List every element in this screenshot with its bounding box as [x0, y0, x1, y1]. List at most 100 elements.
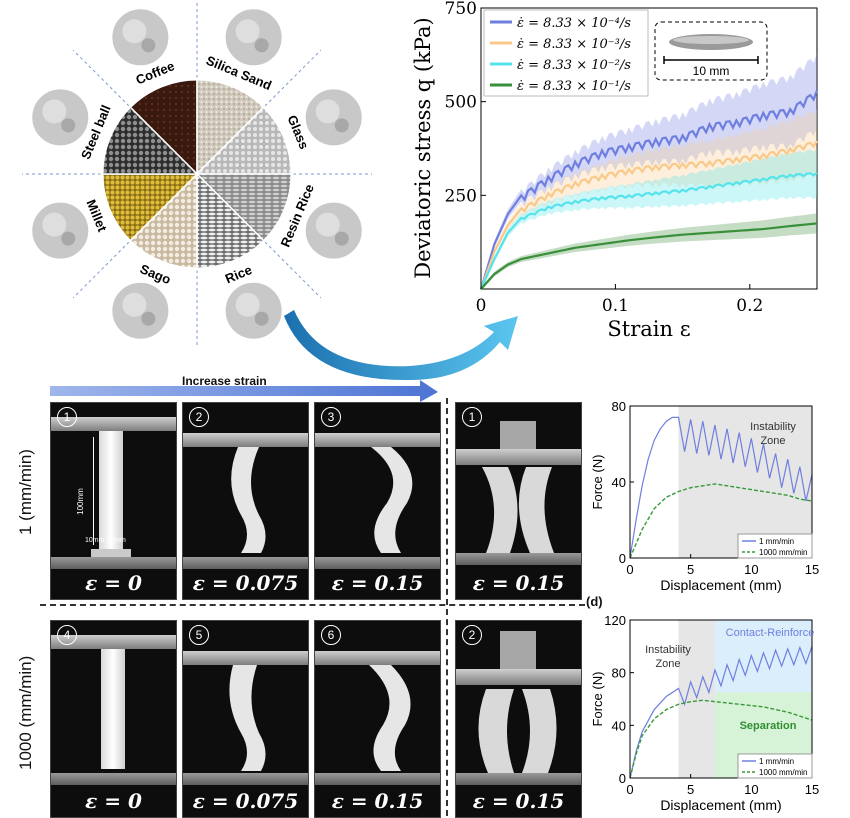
- strain-label: ε = 0.075: [192, 789, 299, 813]
- x-tick-label: 15: [805, 562, 819, 577]
- strain-label: ε = 0.15: [331, 789, 424, 813]
- y-tick-label: 120: [604, 613, 626, 628]
- photo-step-6: 6 ε = 0.15: [314, 620, 441, 818]
- y-tick-label: 0: [619, 551, 626, 566]
- y-tick-label: 80: [612, 399, 626, 414]
- y-tick-label: 0: [619, 771, 626, 786]
- strain-label: ε = 0.15: [331, 571, 424, 595]
- x-tick-label: 5: [687, 782, 694, 797]
- series-line: [479, 140, 818, 290]
- y-axis-label: Deviatoric stress q (kPa): [411, 17, 435, 279]
- vertical-divider: [446, 398, 448, 816]
- x-tick-label: 5: [687, 562, 694, 577]
- step-badge: 2: [462, 625, 482, 645]
- y-axis-label: Force (N): [590, 672, 605, 727]
- series-line: [629, 645, 813, 779]
- increase-strain-banner: [50, 380, 438, 402]
- photo-pair-2: 2 ε = 0.15: [455, 620, 582, 818]
- wheel-ray: [196, 49, 322, 175]
- series-band: [481, 53, 817, 291]
- y-tick-label: 40: [612, 475, 626, 490]
- legend-label: 1000 mm/min: [759, 768, 807, 777]
- stress-strain-chart: 250 500 750 0 0.1 0.2 Deviatoric stress q (k…: [411, 0, 819, 341]
- zone-shading: [714, 620, 812, 693]
- series-line: [629, 483, 813, 559]
- x-tick-label: 0: [626, 562, 633, 577]
- series-line: [479, 171, 818, 290]
- x-tick-label: 10: [744, 562, 758, 577]
- zone-annotation: Zone: [655, 658, 680, 670]
- x-tick-label: 15: [805, 782, 819, 797]
- zone-annotation: Separation: [740, 720, 797, 732]
- curved-arrow: [284, 310, 518, 381]
- series-line: [629, 699, 813, 779]
- y-tick-label: 80: [612, 666, 626, 681]
- wheel-ray: [72, 49, 198, 175]
- y-tick-label: 750: [445, 0, 477, 19]
- legend: [737, 753, 813, 779]
- step-badge: 2: [189, 407, 209, 427]
- legend: ε̇ = 8.33 × 10⁻⁴/s ε̇ = 8.33 × 10⁻³/s ε̇ =…: [483, 9, 649, 97]
- step-badge: 6: [321, 625, 341, 645]
- x-tick-label: 0.1: [602, 296, 629, 316]
- wheel-ray: [196, 173, 322, 299]
- zone-annotation: Instability: [750, 421, 796, 433]
- photo-step-2: 2 ε = 0.075: [182, 402, 309, 600]
- series-line: [629, 416, 813, 559]
- legend: [737, 533, 813, 559]
- photo-step-1: 100mm 10mm 10mm 1 ε = 0: [50, 402, 177, 600]
- zone-annotation: Instability: [645, 644, 691, 656]
- x-axis-label: Displacement (mm): [660, 797, 781, 813]
- series-band: [481, 109, 817, 291]
- strain-label: ε = 0.075: [192, 571, 299, 595]
- zone-annotation: Contact-Reinforce: [726, 627, 815, 639]
- zone-annotation: Zone: [760, 435, 785, 447]
- step-badge: 1: [462, 407, 482, 427]
- scale-bar-label: 10 mm: [693, 64, 730, 78]
- width-dim-label: 10mm 10mm: [85, 537, 126, 544]
- legend-label: ε̇ = 8.33 × 10⁻³/s: [517, 37, 631, 52]
- y-tick-label: 500: [445, 93, 477, 113]
- grain-inset: 10 mm: [654, 21, 768, 81]
- legend-label: 1 mm/min: [759, 537, 794, 546]
- x-axis-label: Strain ε: [607, 317, 690, 341]
- photo-step-5: 5 ε = 0.075: [182, 620, 309, 818]
- strain-label: ε = 0.15: [472, 571, 565, 595]
- y-axis-label: Force (N): [590, 455, 605, 510]
- legend-label: 1000 mm/min: [759, 548, 807, 557]
- step-badge: 3: [321, 407, 341, 427]
- legend-label: ε̇ = 8.33 × 10⁻⁴/s: [517, 16, 631, 31]
- wheel-ray: [72, 173, 198, 299]
- row-label-1: 1 (mm/min): [16, 449, 35, 535]
- x-axis-label: Displacement (mm): [660, 577, 781, 593]
- x-tick-label: 0: [476, 296, 487, 316]
- horizontal-divider: [40, 604, 585, 606]
- series-line: [480, 222, 818, 290]
- row-label-2: 1000 (mm/min): [16, 655, 35, 770]
- strain-label: ε = 0: [85, 571, 142, 595]
- photo-step-3: 3 ε = 0.15: [314, 402, 441, 600]
- legend-label: ε̇ = 8.33 × 10⁻¹/s: [517, 79, 631, 94]
- strain-label: ε = 0.15: [472, 789, 565, 813]
- height-dim-label: 100mm: [75, 488, 85, 515]
- step-badge: 1: [57, 407, 77, 427]
- series-line: [479, 90, 819, 290]
- photo-pair-1: 1 ε = 0.15: [455, 402, 582, 600]
- x-tick-label: 10: [744, 782, 758, 797]
- legend-label: 1 mm/min: [759, 757, 794, 766]
- x-tick-label: 0.2: [736, 296, 763, 316]
- y-tick-label: 40: [612, 718, 626, 733]
- panel-d-label: (d): [586, 594, 603, 609]
- step-badge: 5: [189, 625, 209, 645]
- step-badge: 4: [57, 625, 77, 645]
- force-chart-1: 0 5 10 15 0 40 80 Displacement (mm) Force (N) In…: [590, 399, 819, 593]
- y-tick-label: 250: [445, 186, 477, 206]
- force-chart-2: 0 5 10 15 0 40 80 120 Displacement (mm) Force (N…: [590, 613, 819, 813]
- banner-text: Increase strain: [182, 374, 267, 388]
- legend-label: ε̇ = 8.33 × 10⁻²/s: [517, 58, 631, 73]
- photo-step-4: 4 ε = 0: [50, 620, 177, 818]
- strain-label: ε = 0: [85, 789, 142, 813]
- x-tick-label: 0: [626, 782, 633, 797]
- series-band: [481, 213, 817, 291]
